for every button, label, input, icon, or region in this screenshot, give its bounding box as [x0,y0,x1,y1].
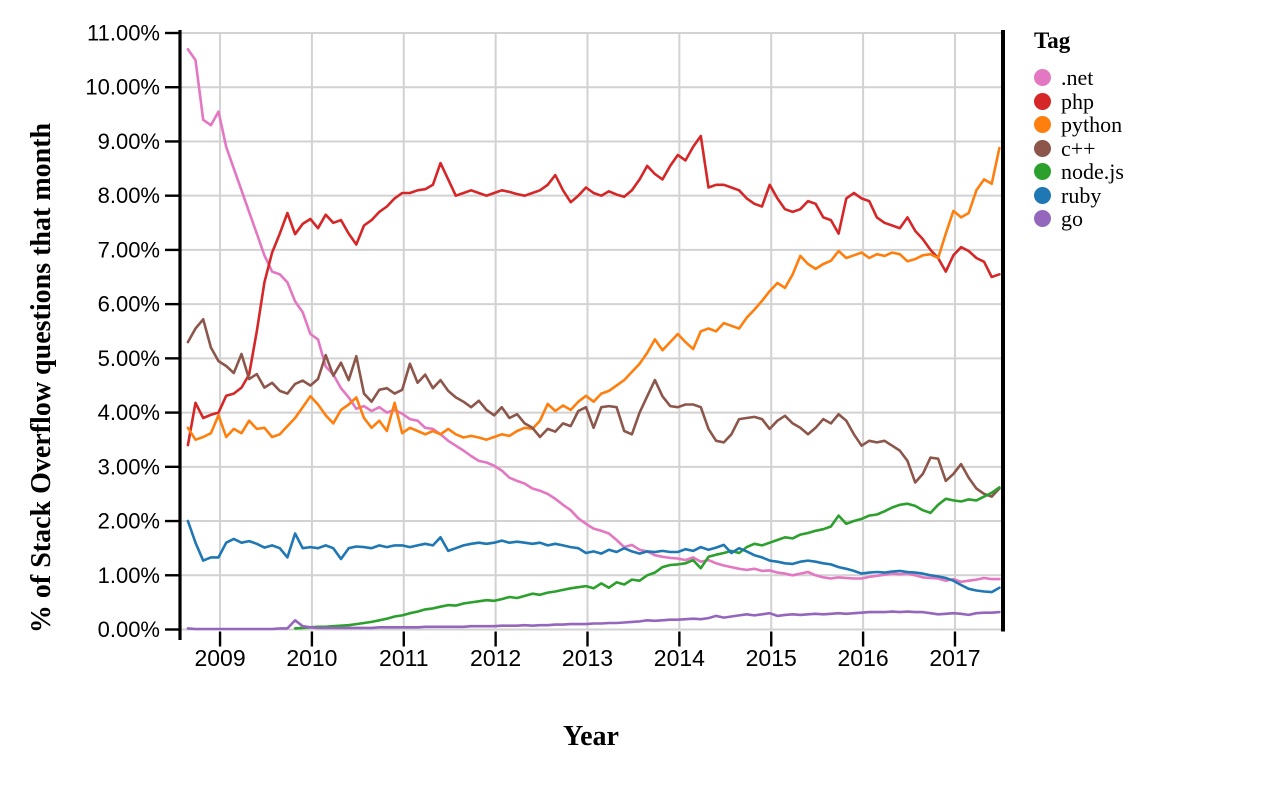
legend-swatch-icon [1034,186,1051,204]
series-line-c++ [186,317,1001,498]
legend-items: .net php python c++ node.js ruby go [1030,66,1124,231]
y-tick-label: 11.00% [87,21,160,46]
series-line-ruby [186,519,1001,594]
y-tick-label: 3.00% [98,454,160,479]
x-tick-label: 2017 [929,645,980,671]
legend-swatch-icon [1034,210,1051,228]
y-tick-label: 0.00% [98,617,160,642]
legend-item-label: c++ [1061,135,1096,161]
y-tick-label: 9.00% [98,129,160,154]
y-tick-label: 5.00% [98,346,160,371]
y-tick-label: 2.00% [98,509,160,534]
series-line-node.js [293,486,1001,630]
x-tick-label: 2012 [470,645,521,671]
legend-swatch-icon [1034,163,1051,181]
legend-item-php[interactable]: php [1030,88,1124,114]
series-line-php [186,134,1001,447]
x-axis-title: Year [563,721,619,752]
legend-item-ruby[interactable]: ruby [1030,182,1124,208]
legend-item-c++[interactable]: c++ [1030,135,1124,161]
y-tick-label: 4.00% [98,400,160,425]
x-tick-label: 2015 [746,645,797,671]
y-tick-label: 6.00% [98,292,160,317]
legend: Tag .net php python c++ node.js ruby go [1030,28,1124,231]
legend-item-python[interactable]: python [1030,113,1124,137]
x-tick-label: 2011 [379,645,428,671]
x-tick-label: 2013 [562,645,613,671]
legend-swatch-icon [1034,69,1051,87]
legend-swatch-icon [1034,139,1051,157]
legend-item-go[interactable]: go [1030,207,1124,231]
x-tick-label: 2014 [654,645,705,671]
legend-item-label: php [1061,88,1094,114]
legend-item-label: python [1061,112,1123,137]
x-tick-label: 2009 [194,645,245,671]
y-tick-label: 10.00% [85,75,160,100]
y-tick-label: 7.00% [98,237,160,262]
x-tick-label: 2016 [838,645,889,671]
series-line-.net [186,47,1001,584]
series-line-python [186,146,1001,442]
legend-title: Tag [1034,28,1071,53]
legend-item-label: ruby [1061,182,1102,208]
legend-swatch-icon [1034,92,1051,110]
series-line-go [186,610,1001,631]
y-axis-title: % of Stack Overflow questions that month [26,122,57,634]
legend-item-label: node.js [1061,159,1124,184]
legend-item-label: .net [1061,65,1094,90]
legend-item-label: go [1061,206,1083,231]
y-tick-label: 8.00% [98,183,160,208]
x-tick-label: 2010 [286,645,337,671]
legend-item-.net[interactable]: .net [1030,66,1124,90]
y-tick-label: 1.00% [98,563,160,588]
legend-item-node.js[interactable]: node.js [1030,160,1124,184]
legend-swatch-icon [1034,116,1051,134]
